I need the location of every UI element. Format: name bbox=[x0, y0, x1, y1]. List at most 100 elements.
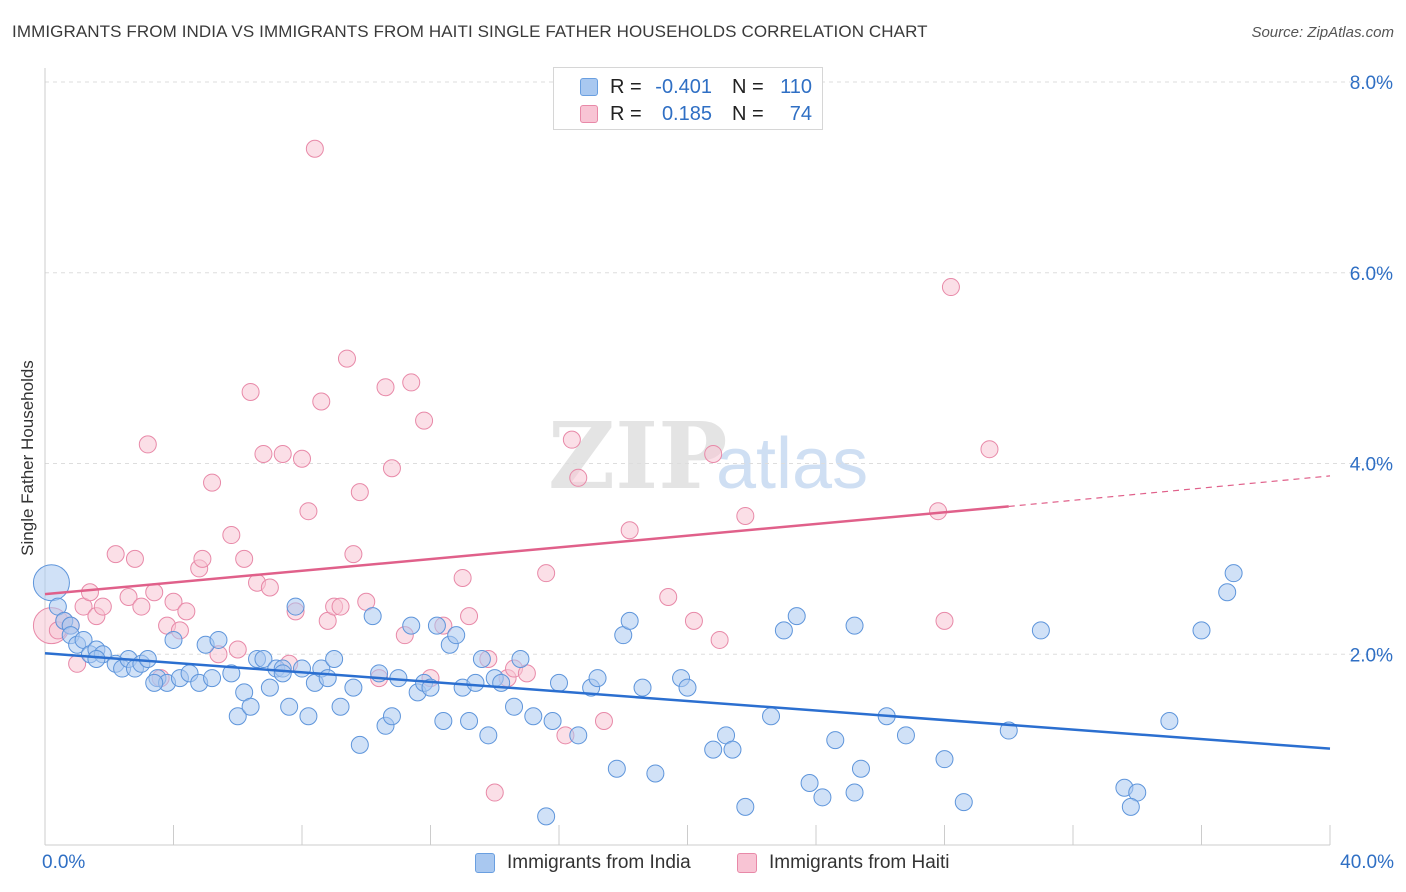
legend-label-india: Immigrants from India bbox=[507, 852, 691, 873]
haiti-point bbox=[273, 444, 292, 463]
india-swatch bbox=[580, 78, 598, 96]
india-point bbox=[1224, 564, 1243, 583]
haiti-point bbox=[453, 568, 472, 587]
source-label: Source: ZipAtlas.com bbox=[1251, 24, 1394, 41]
india-point bbox=[472, 650, 491, 669]
haiti-point bbox=[382, 459, 401, 478]
india-point bbox=[646, 764, 665, 783]
haiti-point bbox=[941, 278, 960, 297]
correlation-legend: R = -0.401 N = 110 R = 0.185 N = 74 bbox=[553, 67, 823, 130]
india-point bbox=[524, 707, 543, 726]
haiti-point bbox=[376, 378, 395, 397]
india-point bbox=[145, 673, 164, 692]
india-point bbox=[331, 697, 350, 716]
haiti-point bbox=[620, 521, 639, 540]
r-value: -0.401 bbox=[655, 75, 712, 98]
india-point bbox=[633, 678, 652, 697]
india-point bbox=[678, 678, 697, 697]
india-point bbox=[1121, 797, 1140, 816]
india-point bbox=[460, 712, 479, 731]
haiti-point bbox=[460, 607, 479, 626]
india-point bbox=[254, 650, 273, 669]
haiti-point bbox=[132, 597, 151, 616]
legend-row-india: R = -0.401 N = 110 bbox=[580, 75, 812, 99]
india-point bbox=[318, 669, 337, 688]
india-point bbox=[1160, 712, 1179, 731]
haiti-point bbox=[222, 526, 241, 545]
india-point bbox=[447, 626, 466, 645]
india-point bbox=[896, 726, 915, 745]
haiti-point bbox=[254, 444, 273, 463]
india-point bbox=[228, 707, 247, 726]
haiti-point bbox=[177, 602, 196, 621]
india-point bbox=[736, 797, 755, 816]
india-point bbox=[543, 712, 562, 731]
india-point bbox=[466, 673, 485, 692]
haiti-point bbox=[935, 611, 954, 630]
india-point bbox=[241, 697, 260, 716]
india-point bbox=[851, 759, 870, 778]
chart-title: IMMIGRANTS FROM INDIA VS IMMIGRANTS FROM… bbox=[12, 22, 928, 41]
haiti-point bbox=[337, 349, 356, 368]
india-point bbox=[402, 616, 421, 635]
haiti-point bbox=[594, 712, 613, 731]
india-point bbox=[569, 726, 588, 745]
india-point bbox=[32, 564, 70, 602]
india-point bbox=[723, 740, 742, 759]
india-point bbox=[505, 697, 524, 716]
india-point bbox=[704, 740, 723, 759]
haiti-point bbox=[299, 502, 318, 521]
haiti-point bbox=[293, 449, 311, 468]
x-min-label: 0.0% bbox=[42, 852, 86, 873]
india-point bbox=[427, 616, 446, 635]
watermark-zip: ZIP bbox=[548, 402, 727, 510]
india-point bbox=[280, 697, 299, 716]
india-point bbox=[260, 678, 279, 697]
india-point bbox=[325, 650, 344, 669]
haiti-point bbox=[305, 139, 324, 158]
haiti-point bbox=[241, 382, 260, 401]
haiti-point bbox=[344, 545, 363, 564]
india-point bbox=[845, 783, 864, 802]
india-point bbox=[826, 731, 845, 750]
india-point bbox=[434, 712, 453, 731]
haiti-point bbox=[710, 630, 729, 649]
haiti-point bbox=[106, 545, 125, 564]
haiti-point bbox=[193, 549, 212, 568]
x-max-label: 40.0% bbox=[1340, 852, 1394, 873]
n-label: N = bbox=[732, 75, 764, 98]
india-point bbox=[209, 630, 228, 649]
haiti-point bbox=[164, 592, 183, 611]
haiti-point bbox=[228, 640, 247, 659]
y-tick-label: 6.0% bbox=[1350, 264, 1393, 285]
haiti-point bbox=[203, 473, 222, 492]
india-point bbox=[350, 735, 369, 754]
india-point bbox=[800, 774, 819, 793]
haiti-point bbox=[562, 430, 581, 449]
haiti-point bbox=[312, 392, 331, 411]
india-point bbox=[787, 607, 806, 626]
haiti-point bbox=[138, 435, 157, 454]
india-point bbox=[273, 664, 292, 683]
y-tick-label: 8.0% bbox=[1350, 73, 1393, 94]
india-point bbox=[1031, 621, 1050, 640]
india-point bbox=[1218, 583, 1237, 602]
haiti-point bbox=[119, 588, 138, 607]
haiti-trend-line bbox=[44, 505, 1009, 596]
haiti-point bbox=[704, 444, 723, 463]
haiti-point bbox=[537, 564, 556, 583]
haiti-point bbox=[350, 483, 369, 502]
haiti-point bbox=[415, 411, 434, 430]
india-point bbox=[511, 650, 530, 669]
legend-row-haiti: R = 0.185 N = 74 bbox=[580, 102, 812, 126]
india-point bbox=[935, 750, 954, 769]
haiti-point bbox=[331, 597, 350, 616]
haiti-trend-extension bbox=[1008, 475, 1331, 508]
legend-label-haiti: Immigrants from Haiti bbox=[769, 852, 950, 873]
haiti-point bbox=[125, 549, 144, 568]
india-point bbox=[382, 707, 401, 726]
india-point bbox=[813, 788, 832, 807]
r-value: 0.185 bbox=[661, 102, 712, 125]
y-tick-label: 2.0% bbox=[1350, 645, 1393, 666]
